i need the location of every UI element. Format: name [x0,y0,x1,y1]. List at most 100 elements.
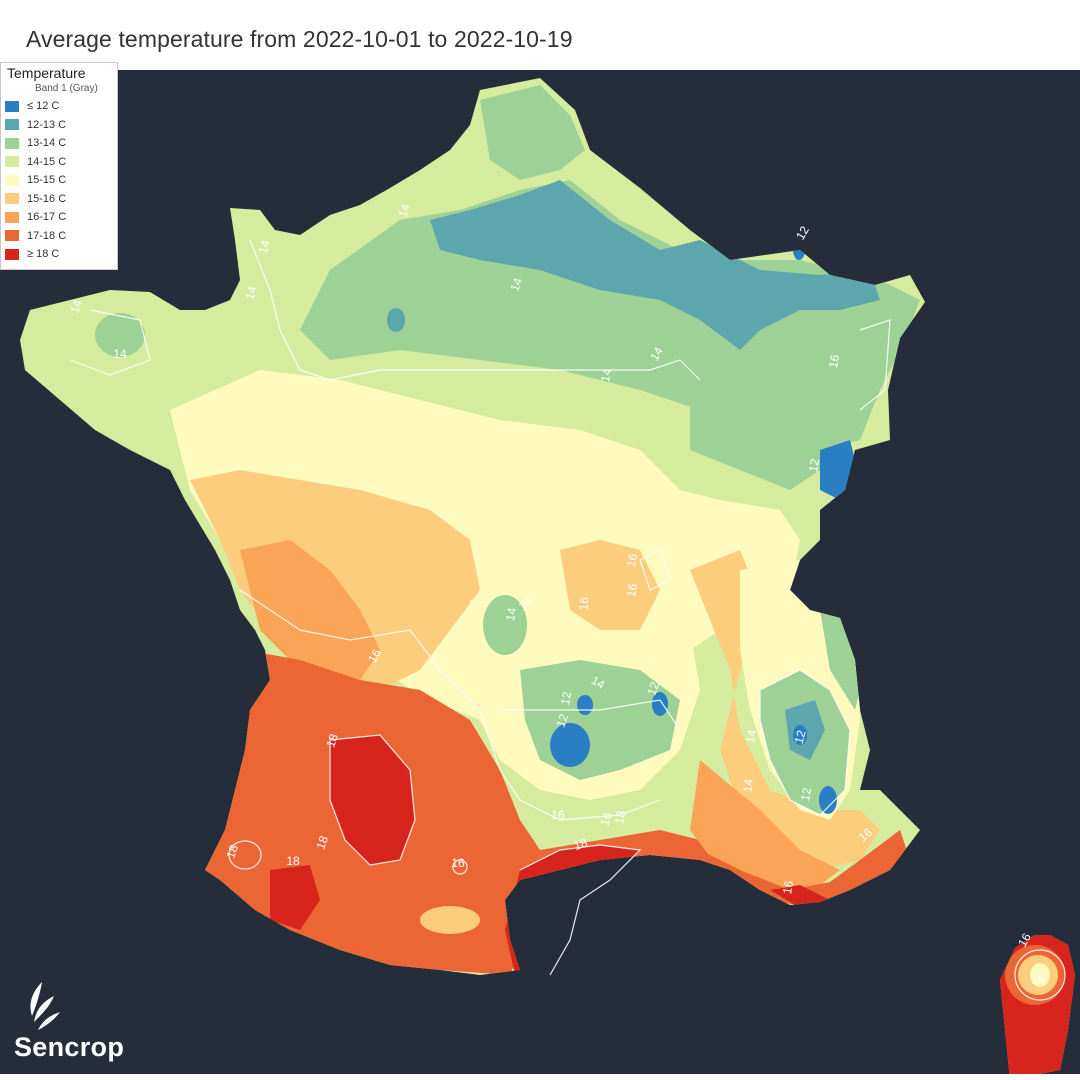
legend-items: ≤ 12 C 12-13 C 13-14 C 14-15 C 15-15 C 15-16 … [5,97,113,264]
contour-18-landes [329,734,416,866]
legend-label: ≤ 12 C [27,100,60,113]
sencrop-leaf-logo-icon [30,982,60,1030]
brand-name: Sencrop [14,1032,125,1062]
contour-18-spot-2 [452,859,468,875]
contour-label: 14 [740,778,755,793]
contour-label: 14 [598,367,614,383]
zone-15-16-rhone [690,550,880,870]
brand-logo: Sencrop [14,978,134,1068]
contour-label: 14 [503,606,519,622]
cold-spot-alps-2 [819,786,837,814]
zone-15-15-corsica [1030,963,1050,987]
contour-label: 12 [553,712,571,730]
legend-item: ≤ 12 C [5,97,113,116]
legend-label: 14-15 C [27,155,67,168]
contour-label: 16 [780,879,796,895]
zone-13-14-brittany [95,313,145,357]
contour-label: 16 [451,856,465,870]
contour-label: 16 [1030,971,1046,987]
contour-label: 16 [826,353,842,369]
map-canvas: 14 14 14 14 14 14 14 14 12 16 16 16 16 14 14 14 12 12 12 12… [0,70,1080,1080]
legend-label: 12-13 C [27,118,67,131]
bottom-margin [0,1074,1080,1080]
zone-15-16-bourbonnais [560,540,660,630]
map-title: Average temperature from 2022-10-01 to 2… [26,26,573,52]
legend-item: ≥ 18 C [5,245,113,264]
contour-label: 18 [313,834,331,852]
zone-above-18-cote [770,885,830,908]
contour-label: 14 [743,728,759,744]
legend-item: 15-16 C [5,190,113,209]
zone-13-14-north-tip [480,85,585,180]
temperature-map: 14 14 14 14 14 14 14 14 12 16 16 16 16 14 14 14 12 12 12 12… [0,70,1080,1080]
contour-label: 14 [507,276,525,294]
legend-swatch [5,137,19,149]
contour-label: 12 [792,728,809,745]
legend-swatch [5,211,19,223]
legend-title: Temperature [7,65,86,81]
legend-swatch [5,230,19,242]
contour-label: 18 [612,809,628,825]
contour-label: 12 [793,223,812,242]
legend-label: ≥ 18 C [27,248,60,261]
legend-subtitle: Band 1 (Gray) [35,83,98,94]
zone-12-13-north [430,180,880,350]
zone-13-14-east [690,390,830,490]
legend-item: 12-13 C [5,116,113,135]
cold-spot-alps-1 [793,725,807,745]
contour-label: 18 [223,843,241,861]
contour-label: 14 [256,238,273,255]
legend-item: 13-14 C [5,134,113,153]
contour-label: 18 [286,854,300,868]
legend-label: 15-15 C [27,174,67,187]
zone-above-18-pyrenees [270,865,320,930]
contour-16-west [239,589,661,821]
zone-16-17-west [240,540,380,680]
contour-label: 16 [551,808,565,822]
legend-swatch [5,193,19,205]
contour-label: 14 [67,298,85,316]
contour-lines [69,239,1066,1001]
legend: Temperature Band 1 (Gray) ≤ 12 C 12-13 C 1… [0,62,118,270]
contour-label: 12 [806,457,822,473]
legend-label: 16-17 C [27,211,67,224]
legend-label: 15-16 C [27,192,67,205]
legend-item: 15-15 C [5,171,113,190]
contour-label: 14 [589,673,608,692]
contour-label: 18 [323,732,341,750]
contour-14-east [859,319,891,411]
contour-label: 12 [644,680,662,698]
legend-swatch [5,156,19,168]
contour-label: 14 [113,347,127,361]
legend-swatch [5,100,19,112]
legend-swatch [5,119,19,131]
legend-swatch [5,174,19,186]
cold-spot-forez [652,692,668,716]
legend-item: 16-17 C [5,208,113,227]
contour-label: 18 [572,835,590,853]
contour-label: 14 [395,202,413,220]
contour-14-north [249,239,701,381]
legend-item: 14-15 C [5,153,113,172]
cold-spot-cantal [550,723,590,767]
contour-label: 12 [798,786,814,802]
legend-item: 17-18 C [5,227,113,246]
contour-label: 16 [365,646,384,665]
contour-label: 14 [243,284,260,301]
zone-above-18-landes [330,735,415,865]
zone-15-16-pyrenees [420,906,480,934]
contour-label: 14 [647,344,666,363]
contour-14-brittany [69,309,151,376]
contour-14-alps [759,669,851,816]
contour-label: 16 [624,582,640,598]
contour-label: 16 [576,596,591,611]
contour-16-spot [639,549,671,591]
contour-label: 16 [624,552,640,568]
contour-label: 12 [558,690,574,706]
cold-spot-dore [577,695,593,715]
contour-14-massif [500,699,681,731]
contour-label: 16 [1015,930,1034,949]
contour-labels: 14 14 14 14 14 14 14 14 12 16 16 16 16 14 14 14 12 12 12 12… [67,202,1045,987]
contour-16-corsica [1014,949,1066,1001]
legend-label: 13-14 C [27,137,67,150]
